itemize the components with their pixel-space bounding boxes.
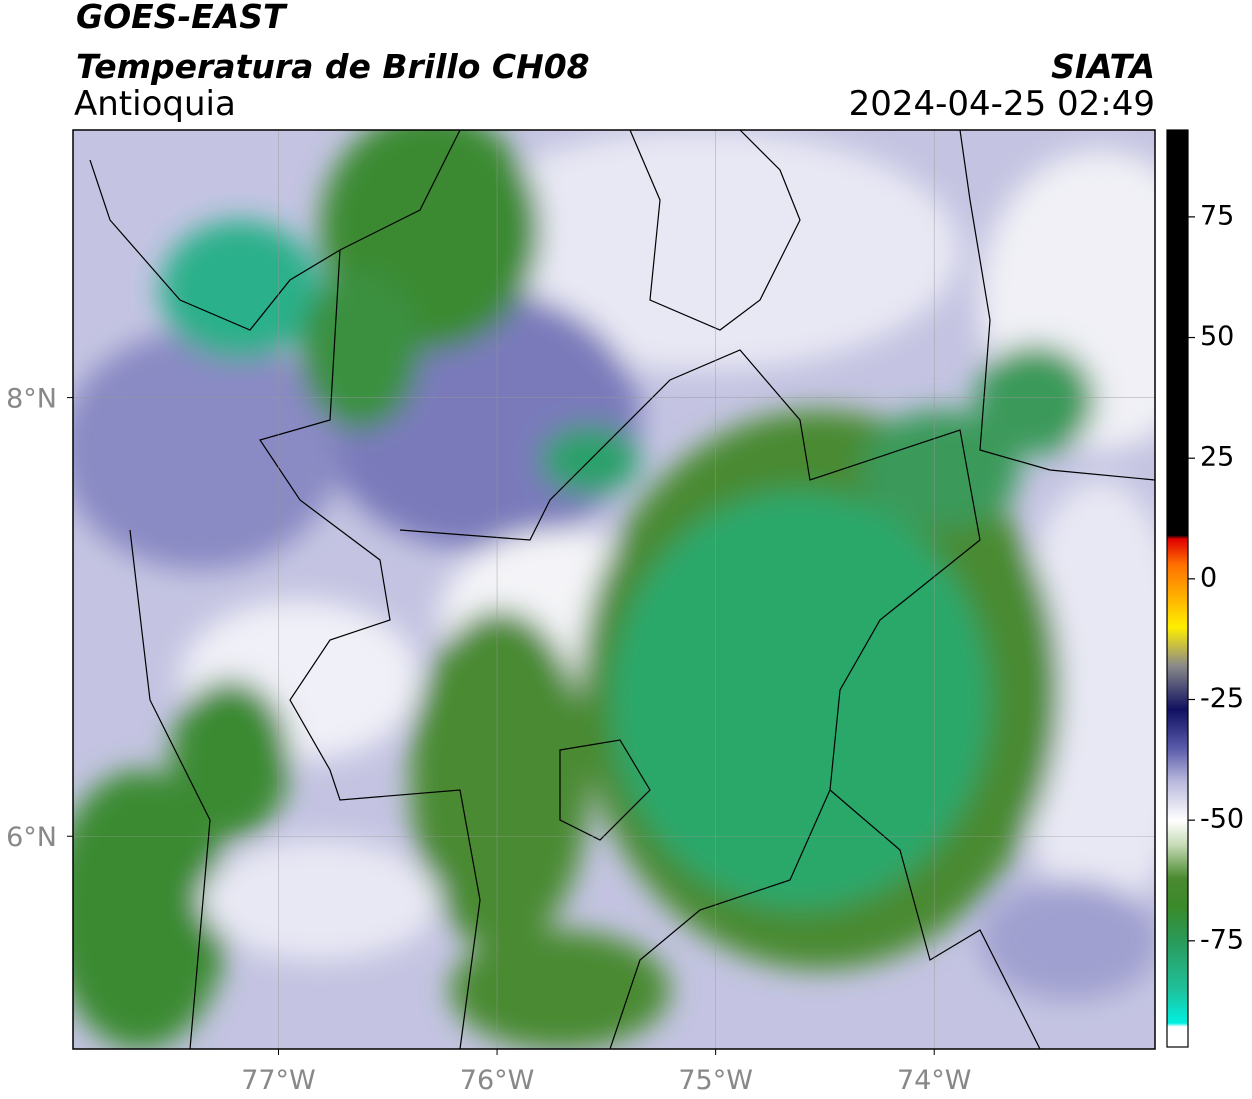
x-tick-label: 74°W [897,1065,972,1096]
source: GOES-EAST [76,0,288,36]
agency: SIATA [1051,47,1155,86]
colorbar-tick-label: 50 [1200,321,1234,352]
title: Temperatura de Brillo CH08 [76,47,590,86]
colorbar [1166,129,1189,1048]
x-tick-label: 76°W [460,1065,535,1096]
colorbar-tick-label: -50 [1200,804,1244,835]
x-tick-label: 75°W [678,1065,753,1096]
x-tick-label: 77°W [241,1065,316,1096]
datetime: 2024-04-25 02:49 [849,84,1155,124]
colorbar-tick-label: 25 [1200,442,1234,473]
region: Antioquia [74,84,236,124]
grid [73,130,1155,1049]
colorbar-tick-label: -25 [1200,683,1244,714]
y-tick-label: 8°N [6,384,57,415]
map-frame [72,129,1156,1050]
colorbar-tick-label: 75 [1200,200,1234,231]
y-tick-label: 6°N [6,822,57,853]
colorbar-tick-label: -75 [1200,924,1244,955]
satellite-image [73,130,1155,1049]
colorbar-tick-label: 0 [1200,562,1217,593]
